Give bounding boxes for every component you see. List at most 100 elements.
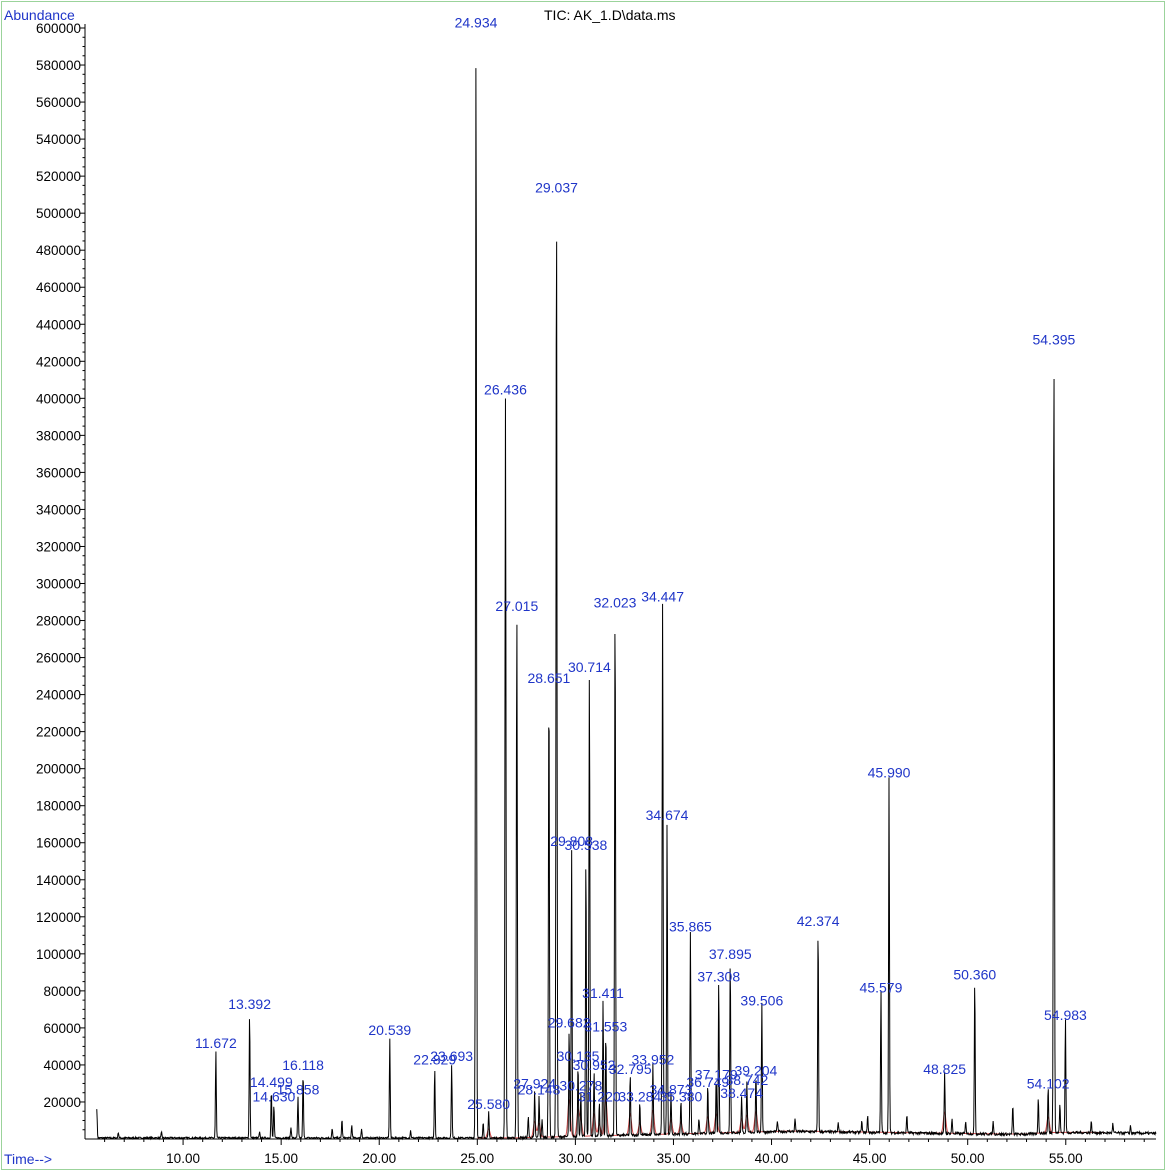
x-tick-label: 10.00: [166, 1151, 200, 1166]
y-tick-label: 80000: [43, 984, 81, 999]
peak-label: 35.865: [669, 918, 712, 934]
peak-label: 54.395: [1032, 331, 1075, 347]
peak-label: 31.553: [584, 1018, 627, 1034]
y-tick-label: 180000: [36, 799, 81, 814]
peak-label: 27.924: [513, 1076, 556, 1092]
peak-label: 23.693: [430, 1048, 473, 1064]
x-axis-label: Time-->: [4, 1151, 53, 1167]
y-tick-label: 540000: [36, 132, 81, 147]
peak-label: 15.858: [277, 1081, 320, 1097]
y-tick-label: 160000: [36, 836, 81, 851]
peak-label: 14.630: [252, 1089, 295, 1105]
peak-label: 24.934: [455, 15, 498, 31]
peak-label: 30.538: [565, 837, 608, 853]
y-tick-label: 480000: [36, 243, 81, 258]
peak-label: 25.580: [467, 1096, 510, 1112]
peak-label: 30.952: [573, 1057, 616, 1073]
y-tick-label: 580000: [36, 58, 81, 73]
y-tick-label: 460000: [36, 280, 81, 295]
y-tick-label: 500000: [36, 206, 81, 221]
y-tick-label: 320000: [36, 539, 81, 554]
peak-label: 13.392: [228, 996, 271, 1012]
peak-label: 32.023: [594, 594, 637, 610]
peak-label: 28.651: [528, 670, 571, 686]
x-tick-label: 35.00: [657, 1151, 691, 1166]
y-tick-label: 560000: [36, 95, 81, 110]
x-tick-label: 25.00: [460, 1151, 494, 1166]
y-tick-label: 280000: [36, 614, 81, 629]
peak-label: 33.284: [618, 1089, 661, 1105]
peak-label: 54.102: [1027, 1076, 1070, 1092]
y-tick-label: 340000: [36, 502, 81, 517]
peak-label: 27.015: [495, 598, 538, 614]
peak-label: 22.829: [413, 1052, 456, 1068]
y-tick-label: 520000: [36, 169, 81, 184]
peak-label: 45.579: [860, 979, 903, 995]
peak-label: 29.808: [550, 833, 593, 849]
y-tick-label: 440000: [36, 317, 81, 332]
peak-label: 37.179: [695, 1066, 738, 1082]
y-tick-label: 240000: [36, 688, 81, 703]
peak-label: 30.714: [568, 659, 611, 675]
peak-label: 48.825: [923, 1061, 966, 1077]
y-tick-label: 220000: [36, 725, 81, 740]
peak-label: 30.278: [559, 1078, 602, 1094]
peak-label: 31.411: [582, 985, 624, 1001]
y-tick-label: 20000: [43, 1095, 81, 1110]
peak-label: 37.895: [709, 946, 752, 962]
peak-label: 31.220: [578, 1089, 621, 1105]
peak-label: 33.952: [631, 1052, 674, 1068]
peak-label: 36.749: [686, 1074, 729, 1090]
tic-trace: [96, 68, 1157, 1141]
peak-label: 54.983: [1044, 1007, 1087, 1023]
peak-label: 35.380: [660, 1089, 703, 1105]
peak-label: 16.118: [282, 1057, 324, 1073]
peak-label: 28.148: [518, 1081, 561, 1097]
peak-label: 29.037: [535, 180, 578, 196]
peak-label: 45.990: [868, 765, 911, 781]
y-tick-label: 200000: [36, 762, 81, 777]
y-tick-label: 300000: [36, 577, 81, 592]
y-tick-label: 400000: [36, 391, 81, 406]
peak-label: 50.360: [953, 966, 996, 982]
peak-label: 30.135: [557, 1048, 600, 1064]
peak-label: 38.474: [720, 1085, 763, 1101]
chart-title: TIC: AK_1.D\data.ms: [544, 7, 676, 23]
peak-label: 20.539: [368, 1022, 411, 1038]
peak-label: 39.506: [740, 992, 783, 1008]
peak-label: 42.374: [797, 913, 840, 929]
x-tick-label: 30.00: [558, 1151, 592, 1166]
peak-label: 14.499: [250, 1074, 293, 1090]
peak-label: 34.674: [646, 807, 689, 823]
peak-label: 37.308: [697, 968, 740, 984]
axis-ticks: 20000 40000 60000 80000 100000 120000 140000 16…: [36, 21, 1156, 1166]
peak-label: 11.672: [195, 1035, 237, 1051]
y-tick-label: 40000: [43, 1058, 81, 1073]
peak-label: 29.682: [548, 1015, 591, 1031]
peak-label: 34.447: [641, 589, 684, 605]
x-tick-label: 50.00: [951, 1151, 985, 1166]
peak-label: 39.204: [735, 1063, 778, 1079]
x-tick-label: 40.00: [755, 1151, 789, 1166]
y-tick-label: 100000: [36, 947, 81, 962]
y-tick-label: 120000: [36, 910, 81, 925]
x-tick-label: 45.00: [853, 1151, 887, 1166]
y-tick-label: 360000: [36, 465, 81, 480]
y-tick-label: 600000: [36, 21, 81, 36]
x-tick-label: 15.00: [264, 1151, 298, 1166]
y-axis-label: Abundance: [4, 7, 75, 23]
y-tick-label: 260000: [36, 651, 81, 666]
peak-label: 38.742: [725, 1072, 768, 1088]
y-tick-label: 60000: [43, 1021, 81, 1036]
y-tick-label: 420000: [36, 354, 81, 369]
y-tick-label: 140000: [36, 873, 81, 888]
y-tick-label: 380000: [36, 428, 81, 443]
peak-label: 26.436: [484, 381, 527, 397]
peak-label: 34.873: [650, 1081, 693, 1097]
x-tick-label: 55.00: [1049, 1151, 1083, 1166]
peak-label: 32.795: [609, 1061, 652, 1077]
x-tick-label: 20.00: [362, 1151, 396, 1166]
